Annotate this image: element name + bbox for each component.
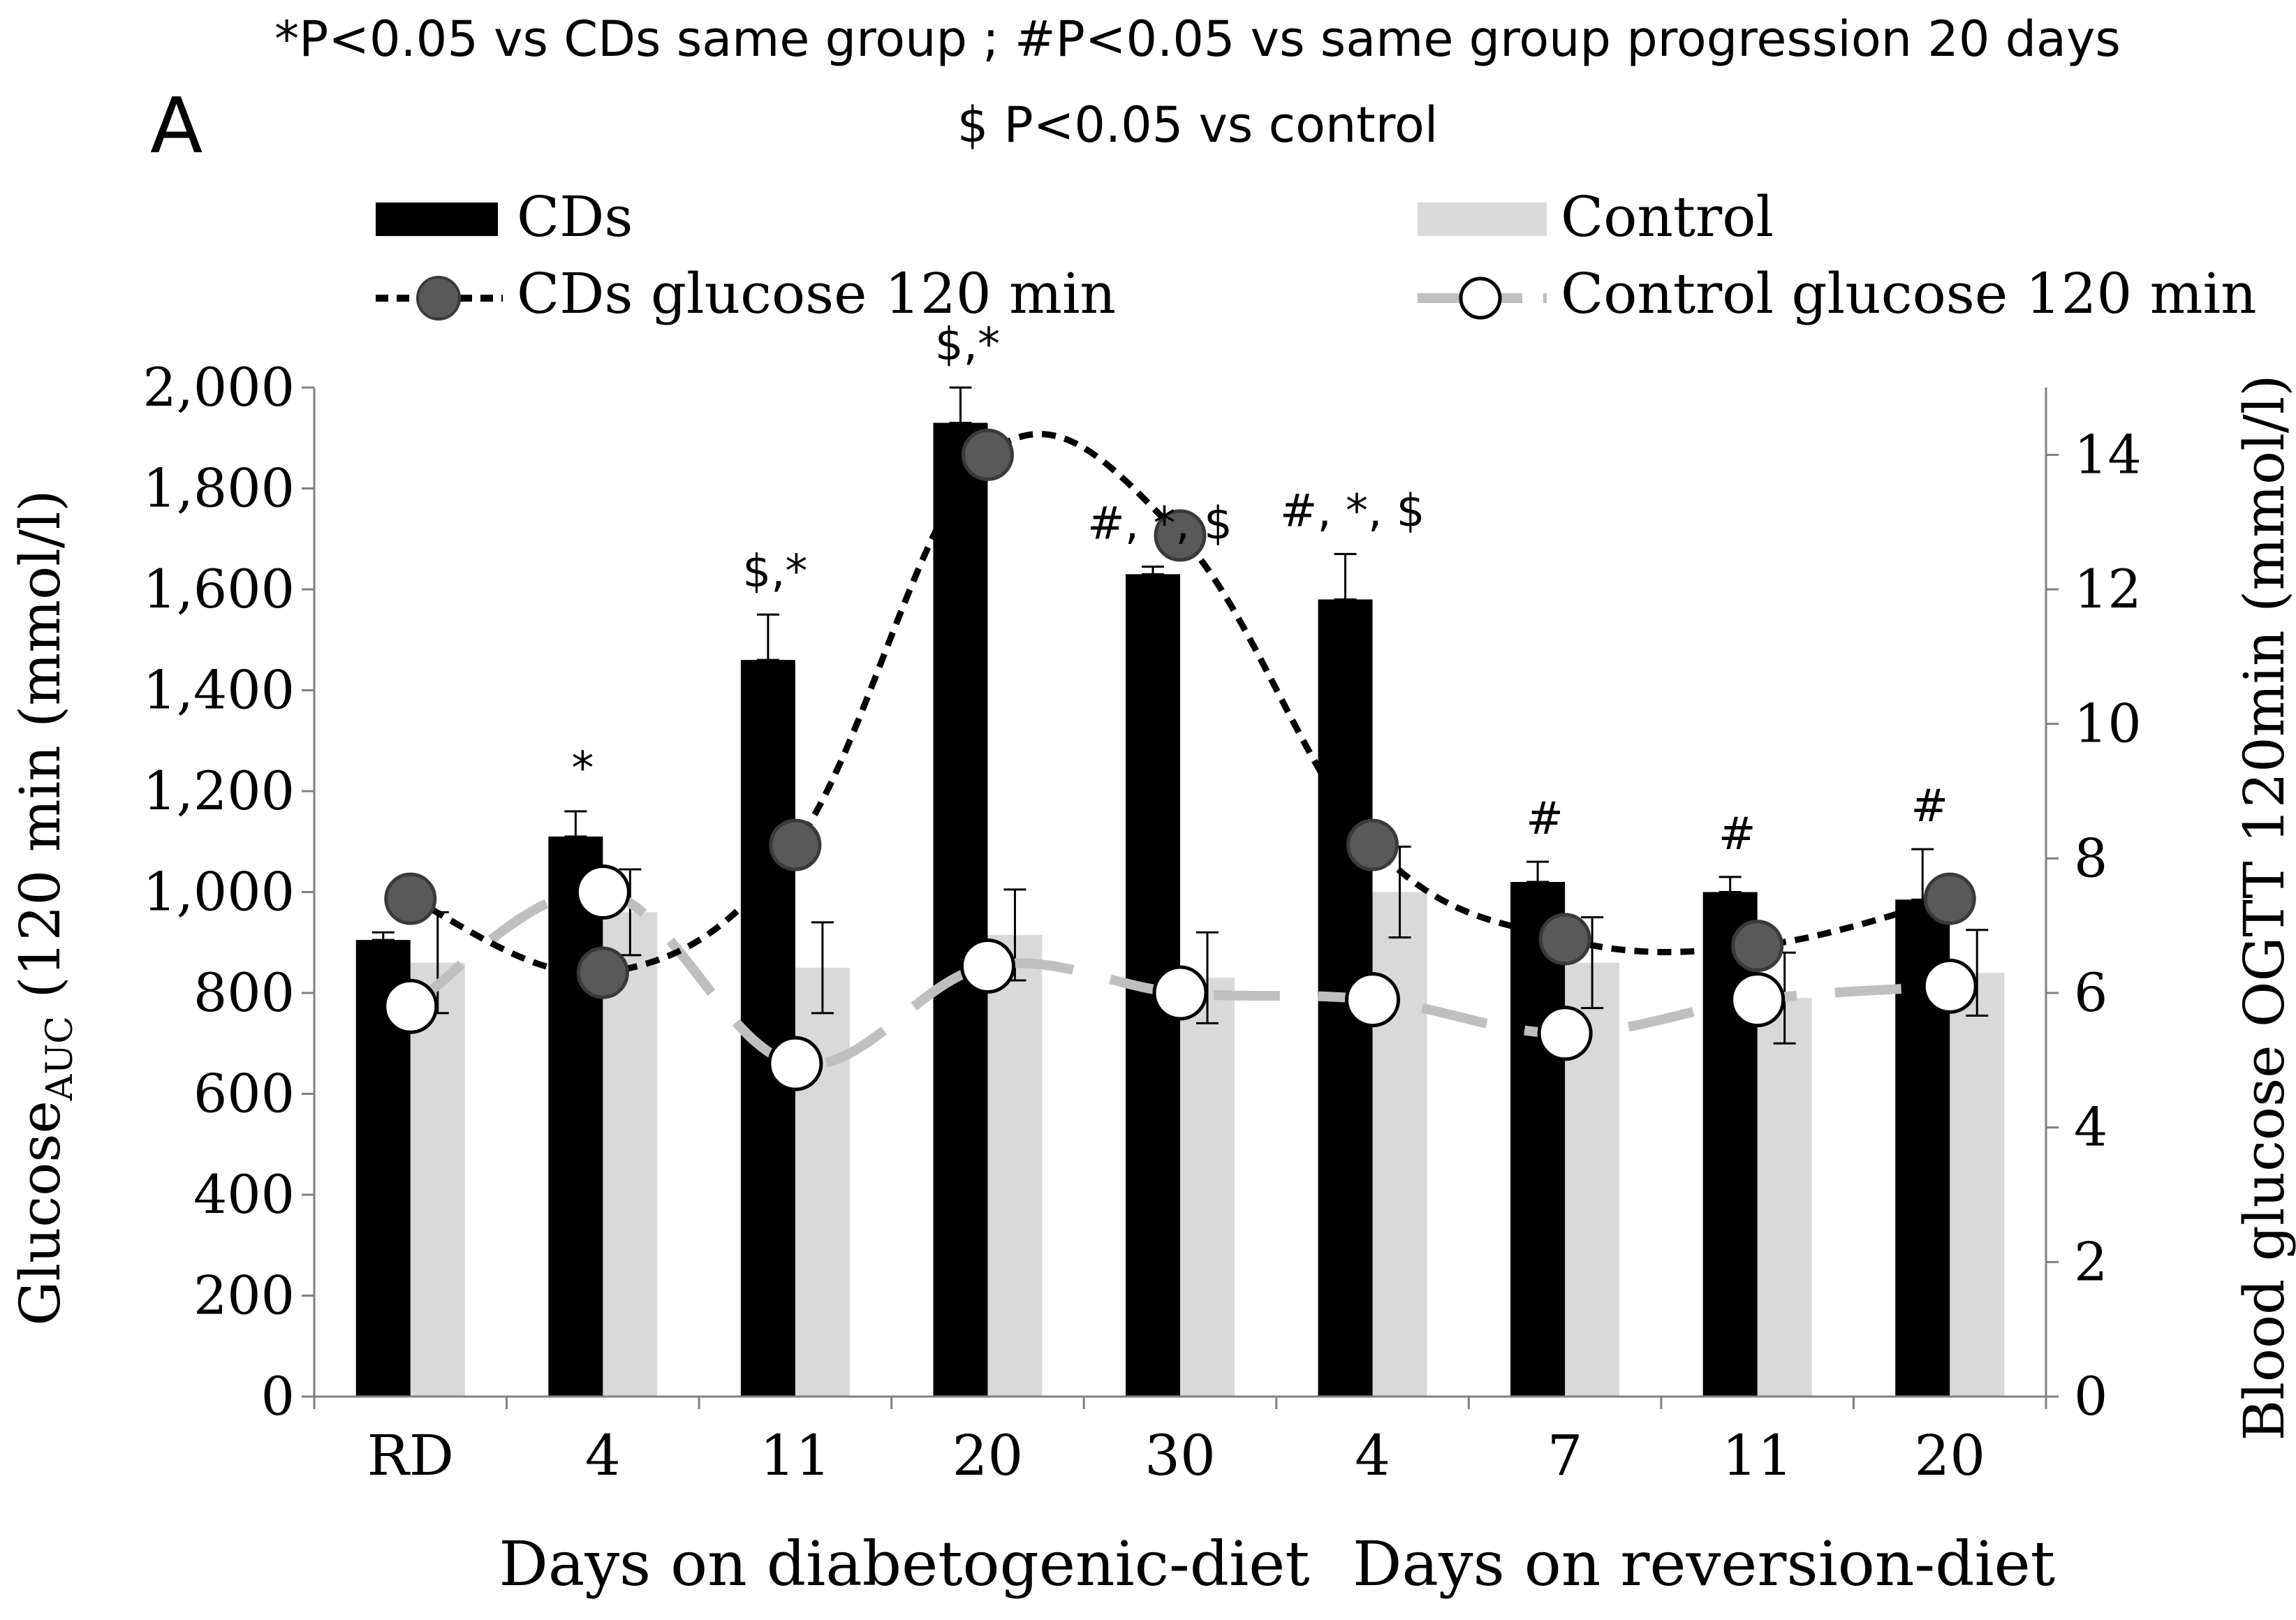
annotation-8: # bbox=[1911, 781, 1948, 832]
y-tick-label-6: 1,200 bbox=[142, 760, 295, 822]
y2-tick-label-3: 6 bbox=[2074, 962, 2107, 1024]
y-tick-label-8: 1,600 bbox=[142, 558, 295, 620]
significance-note-line-2: $ P<0.05 vs control bbox=[957, 96, 1438, 154]
y-tick-label-5: 1,000 bbox=[142, 861, 295, 923]
y-tick-label-4: 800 bbox=[193, 962, 295, 1024]
point-cds-glucose-3 bbox=[961, 428, 1014, 481]
point-control-glucose-2 bbox=[767, 1036, 823, 1091]
svg-text:GlucoseAUC (120 min (mmol/l): GlucoseAUC (120 min (mmol/l) bbox=[8, 489, 81, 1325]
bar-cds-6 bbox=[1510, 882, 1566, 1397]
y-axis-title-main: Glucose bbox=[8, 1100, 73, 1325]
y-tick-label-10: 2,000 bbox=[142, 356, 295, 418]
point-cds-glucose-1 bbox=[576, 946, 629, 999]
y-tick-label-3: 600 bbox=[193, 1063, 295, 1125]
line-control-glucose bbox=[408, 886, 1950, 1070]
annotation-2: $,* bbox=[742, 546, 807, 598]
x-tick-label-6: 7 bbox=[1547, 1423, 1583, 1488]
x-tick-label-2: 11 bbox=[760, 1423, 831, 1488]
legend-marker-cds-glucose bbox=[416, 276, 461, 321]
bar-control-5 bbox=[1372, 892, 1427, 1397]
y-tick-label-1: 200 bbox=[193, 1265, 295, 1327]
point-control-glucose-5 bbox=[1345, 972, 1401, 1028]
point-control-glucose-3 bbox=[959, 938, 1015, 994]
annotation-4: #, *, $ bbox=[1087, 498, 1232, 550]
bar-control-4 bbox=[1180, 978, 1235, 1397]
point-control-glucose-6 bbox=[1537, 1006, 1593, 1061]
y2-tick-label-5: 10 bbox=[2074, 693, 2142, 755]
x-tick-label-8: 20 bbox=[1914, 1423, 1985, 1488]
x-tick-label-7: 11 bbox=[1722, 1423, 1793, 1488]
point-control-glucose-7 bbox=[1730, 972, 1786, 1028]
point-cds-glucose-2 bbox=[769, 818, 822, 871]
significance-note-line-1: *P<0.05 vs CDs same group ; #P<0.05 vs s… bbox=[274, 10, 2121, 68]
point-control-glucose-4 bbox=[1152, 965, 1208, 1021]
legend-marker-control-glucose bbox=[1459, 277, 1502, 320]
point-control-glucose-1 bbox=[575, 864, 631, 920]
point-control-glucose-8 bbox=[1922, 958, 1978, 1014]
legend-swatch-cds bbox=[376, 202, 498, 236]
legend-label-control-glucose: Control glucose 120 min bbox=[1561, 261, 2257, 326]
annotation-5: #, *, $ bbox=[1280, 485, 1425, 537]
y2-axis-title-text: Blood glucose OGTT 120min (mmol/l) bbox=[2232, 374, 2296, 1441]
y-tick-label-0: 0 bbox=[261, 1365, 295, 1427]
bar-control-8 bbox=[1950, 973, 2005, 1397]
point-cds-glucose-4 bbox=[1154, 509, 1207, 562]
legend-label-control: Control bbox=[1561, 184, 1774, 249]
y-axis-title-sub: AUC bbox=[39, 1016, 81, 1101]
line-cds-glucose bbox=[409, 431, 1951, 977]
x-tick-label-4: 30 bbox=[1145, 1423, 1216, 1488]
legend-label-cds: CDs bbox=[517, 184, 633, 249]
annotation-3: $,* bbox=[935, 319, 1000, 371]
point-cds-glucose-5 bbox=[1346, 818, 1399, 871]
y-tick-label-7: 1,400 bbox=[142, 659, 295, 721]
y2-tick-label-6: 12 bbox=[2074, 558, 2142, 620]
y2-tick-label-1: 2 bbox=[2074, 1230, 2107, 1293]
bar-control-2 bbox=[795, 967, 850, 1397]
legend-label-cds-glucose: CDs glucose 120 min bbox=[517, 261, 1116, 326]
y2-tick-label-7: 14 bbox=[2074, 423, 2142, 485]
y2-axis-title: Blood glucose OGTT 120min (mmol/l) bbox=[2232, 374, 2296, 1441]
panel-label: A bbox=[150, 81, 203, 170]
point-cds-glucose-0 bbox=[384, 872, 437, 925]
y-axis-title: GlucoseAUC (120 min (mmol/l) bbox=[8, 489, 81, 1325]
bar-cds-1 bbox=[548, 837, 603, 1397]
bar-cds-3 bbox=[933, 422, 988, 1397]
x-tick-label-3: 20 bbox=[952, 1423, 1024, 1488]
point-cds-glucose-7 bbox=[1731, 920, 1784, 973]
y-axis-title-tail: (120 min (mmol/l) bbox=[8, 489, 73, 1016]
annotation-6: # bbox=[1526, 793, 1563, 845]
y2-tick-label-4: 8 bbox=[2074, 827, 2107, 889]
y-tick-label-9: 1,800 bbox=[142, 457, 295, 520]
point-control-glucose-0 bbox=[383, 978, 439, 1034]
point-cds-glucose-8 bbox=[1923, 872, 1976, 925]
legend-swatch-control bbox=[1418, 202, 1547, 236]
x-tick-label-0: RD bbox=[367, 1423, 454, 1488]
x-axis-title-reversion: Days on reversion-diet bbox=[1353, 1528, 2055, 1600]
annotation-7: # bbox=[1719, 809, 1756, 860]
bar-control-3 bbox=[987, 934, 1043, 1397]
y-tick-label-2: 400 bbox=[193, 1163, 295, 1225]
legend: CDs Control CDs glucose 120 min Control … bbox=[376, 184, 2257, 326]
y2-tick-label-2: 4 bbox=[2074, 1096, 2107, 1158]
y2-tick-label-0: 0 bbox=[2074, 1365, 2107, 1427]
annotation-1: * bbox=[571, 743, 594, 795]
point-cds-glucose-6 bbox=[1538, 913, 1591, 966]
bar-cds-2 bbox=[740, 660, 795, 1397]
x-tick-label-1: 4 bbox=[585, 1423, 621, 1488]
bar-control-0 bbox=[410, 962, 465, 1397]
bar-control-7 bbox=[1757, 998, 1812, 1397]
x-tick-label-5: 4 bbox=[1355, 1423, 1390, 1488]
plot-area: 02004006008001,0001,2001,4001,6001,8002,… bbox=[142, 319, 2141, 1488]
x-axis-title-diabetogenic: Days on diabetogenic-diet bbox=[499, 1528, 1309, 1600]
